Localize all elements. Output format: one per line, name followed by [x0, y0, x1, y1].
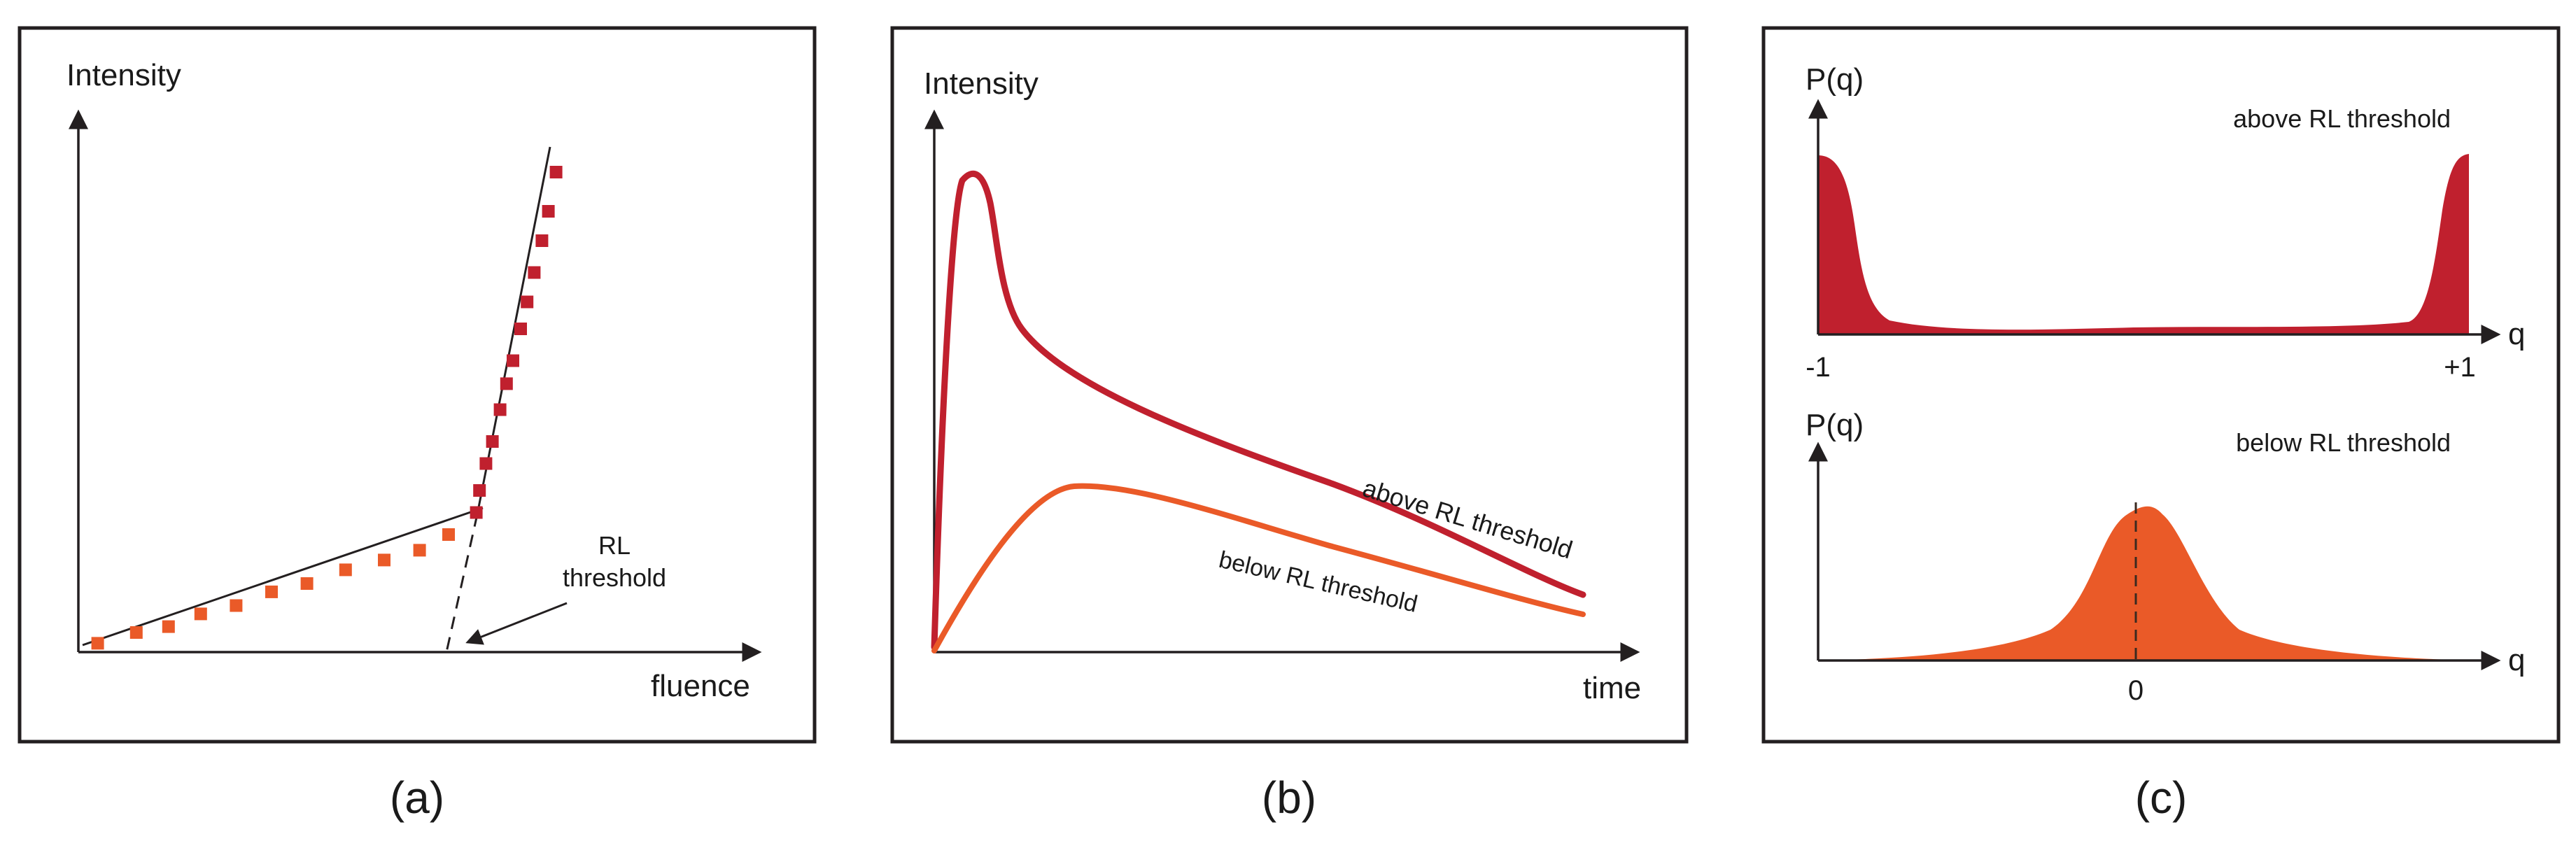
panel-a-threshold-label-line1: RL [598, 531, 631, 560]
panel-c-tick-plus-one: +1 [2444, 352, 2476, 383]
panel-a-above-point-12 [549, 166, 563, 178]
panel-c: P(q) q above RL threshold -1 +1 P(q) q b… [1761, 26, 2561, 823]
panel-a-above-point-4 [493, 403, 507, 416]
panel-c-bottom-y-label: P(q) [1806, 408, 1864, 442]
panel-a-below-point-1 [129, 626, 143, 639]
panel-c-caption: (c) [2135, 772, 2188, 823]
panel-a-above-point-9 [528, 266, 541, 279]
panel-a-below-point-10 [442, 528, 455, 541]
panel-a-below-point-5 [265, 585, 278, 598]
panel-a-above-point-7 [514, 323, 527, 335]
panel-a-threshold-label-line2: threshold [563, 563, 666, 592]
panel-a-above-point-3 [486, 435, 499, 448]
panel-c-bottom-label: below RL threshold [2236, 428, 2451, 457]
panel-a-above-point-2 [479, 457, 493, 470]
panel-c-frame [1761, 26, 2561, 744]
panel-c-top-label: above RL threshold [2233, 104, 2451, 133]
panel-a-below-point-7 [339, 563, 352, 577]
panel-c-top-distribution [1818, 154, 2469, 334]
panel-a-below-point-3 [194, 607, 207, 621]
panel-b-x-label: time [1583, 671, 1641, 705]
panel-a-above-point-11 [542, 205, 555, 218]
panel-a-frame [17, 26, 817, 744]
panel-a-below-point-9 [413, 544, 426, 557]
panel-c-top-plot: P(q) q above RL threshold -1 +1 [1806, 62, 2525, 383]
panel-a-above-point-0 [470, 506, 483, 519]
panel-b-frame [890, 26, 1689, 744]
panel-c-bottom-distribution [1818, 506, 2477, 660]
panel-c-top-x-label: q [2508, 317, 2525, 351]
panel-a-above-points [470, 166, 563, 519]
panel-b: Intensity time above RL threshold below … [890, 26, 1689, 823]
panel-b-y-label: Intensity [924, 66, 1039, 101]
panel-c-bottom-plot: P(q) q below RL threshold 0 [1806, 408, 2525, 706]
panel-c-bottom-x-label: q [2508, 643, 2525, 677]
panel-a: Intensity fluence RL threshold (a) [17, 26, 817, 823]
panel-a-y-label: Intensity [66, 58, 181, 92]
panel-a-below-point-0 [91, 637, 104, 650]
panel-a-above-point-8 [521, 295, 534, 309]
panel-c-tick-zero: 0 [2128, 675, 2144, 706]
panel-a-caption: (a) [390, 772, 444, 823]
panel-b-below-label: below RL threshold [1216, 546, 1420, 618]
panel-a-above-point-1 [473, 484, 486, 497]
panel-a-below-point-6 [300, 577, 314, 590]
panel-c-tick-minus-one: -1 [1806, 352, 1831, 383]
panel-a-threshold-pointer [465, 602, 568, 645]
panel-a-above-point-6 [507, 354, 519, 367]
panel-a-below-points [91, 528, 455, 650]
panel-b-below-curve [931, 483, 1586, 653]
panel-a-above-point-10 [535, 234, 549, 247]
panel-a-threshold-extrapolation [445, 514, 479, 653]
panel-b-caption: (b) [1262, 772, 1316, 823]
panel-a-above-fit-line [476, 146, 551, 515]
panel-c-top-y-label: P(q) [1806, 62, 1864, 97]
panel-a-below-point-8 [378, 553, 390, 567]
panel-b-above-label: above RL threshold [1360, 473, 1576, 564]
panel-a-above-point-5 [500, 377, 513, 390]
panel-a-below-point-2 [162, 620, 175, 633]
panel-a-below-fit-line [82, 507, 484, 646]
panel-a-x-label: fluence [651, 669, 750, 703]
panel-b-above-curve [931, 170, 1586, 651]
panel-a-below-point-4 [230, 599, 243, 612]
